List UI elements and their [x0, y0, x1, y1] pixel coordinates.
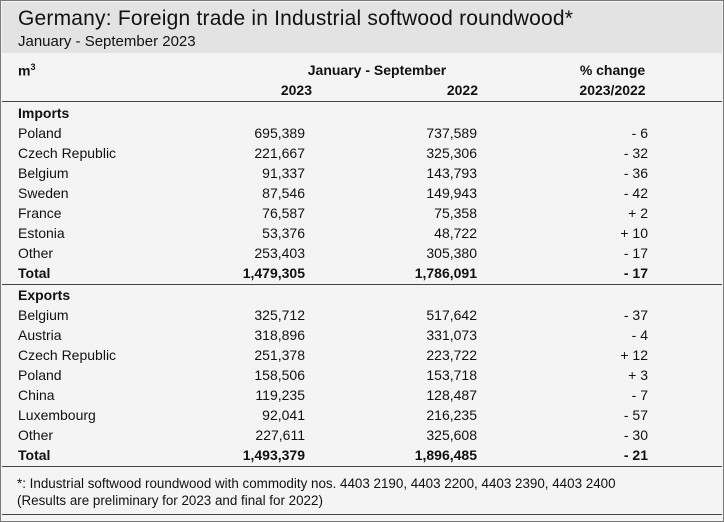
- cell-country: Belgium: [18, 165, 69, 181]
- cell-country: Poland: [18, 125, 62, 141]
- cell-change: - 36: [623, 165, 648, 181]
- table-body: Imports Poland 695,389 737,589 - 6 Czech Rep…: [2, 103, 722, 467]
- footnote-text: *: Industrial softwood roundwood with co…: [17, 476, 616, 491]
- cell-v2022: 143,793: [426, 165, 477, 181]
- cell-v2023: 92,041: [262, 407, 305, 423]
- cell-country: Austria: [18, 327, 62, 343]
- cell-change: - 17: [623, 245, 648, 261]
- column-headers: m3 January - September 2023 2022 % chang…: [2, 53, 722, 102]
- cell-change: - 32: [623, 145, 648, 161]
- cell-change: - 7: [631, 387, 648, 403]
- period-header: January - September: [307, 62, 447, 78]
- cell-country: Other: [18, 427, 54, 443]
- table-row: Belgium 91,337 143,793 - 36: [2, 163, 722, 183]
- cell-v2023: 53,376: [262, 225, 305, 241]
- cell-country: Other: [18, 245, 54, 261]
- table-row: Luxembourg 92,041 216,235 - 57: [2, 405, 722, 425]
- table-row: Estonia 53,376 48,722 + 10: [2, 223, 722, 243]
- cell-v2023: 76,587: [262, 205, 305, 221]
- exports-section-label: Exports: [18, 287, 71, 303]
- footnote-remark: (Results are preliminary for 2023 and fi…: [17, 493, 323, 508]
- bottom-divider: [2, 514, 722, 515]
- cell-v2023: 91,337: [262, 165, 305, 181]
- cell-v2023: 227,611: [255, 427, 305, 443]
- table-row: China 119,235 128,487 - 7: [2, 385, 722, 405]
- cell-v2023: 119,235: [255, 387, 305, 403]
- cell-change: - 37: [623, 307, 648, 323]
- cell-v2023: 221,667: [254, 145, 305, 161]
- cell-change: - 30: [623, 427, 648, 443]
- cell-country: Czech Republic: [18, 145, 117, 161]
- table-header: Germany: Foreign trade in Industrial sof…: [2, 2, 722, 53]
- cell-v2022: 216,235: [426, 407, 477, 423]
- cell-v2022: 75,358: [434, 205, 477, 221]
- cell-v2022: 153,718: [426, 367, 477, 383]
- cell-v2023: 251,378: [254, 347, 305, 363]
- cell-change: - 42: [623, 185, 648, 201]
- cell-v2022: 149,943: [426, 185, 477, 201]
- cell-v2022: 305,380: [426, 245, 477, 261]
- cell-v2023: 695,389: [254, 125, 305, 141]
- cell-v2022: 48,722: [434, 225, 477, 241]
- table-row: Poland 158,506 153,718 + 3: [2, 365, 722, 385]
- unit-label: m3: [18, 62, 36, 79]
- cell-change: - 57: [623, 407, 648, 423]
- cell-change: - 6: [631, 125, 648, 141]
- table-row: Other 227,611 325,608 - 30: [2, 425, 722, 445]
- cell-v2022: 331,073: [426, 327, 477, 343]
- table-row: Belgium 325,712 517,642 - 37: [2, 305, 722, 325]
- table-row: Czech Republic 251,378 223,722 + 12: [2, 345, 722, 365]
- cell-v2022: 223,722: [426, 347, 477, 363]
- change-period-header: 2023/2022: [579, 82, 646, 98]
- imports-rows: Poland 695,389 737,589 - 6 Czech Republic 221…: [2, 123, 722, 263]
- table-row: France 76,587 75,358 + 2: [2, 203, 722, 223]
- cell-country: Luxembourg: [18, 407, 96, 423]
- imports-total-row: Total 1,479,305 1,786,091 - 17: [2, 263, 722, 285]
- cell-v2023: 253,403: [254, 245, 305, 261]
- imports-section-label: Imports: [18, 105, 70, 121]
- cell-v2022: 325,608: [426, 427, 477, 443]
- cell-change: + 12: [620, 347, 648, 363]
- exports-total-row: Total 1,493,379 1,896,485 - 21: [2, 445, 722, 467]
- year-2023-header: 2023: [280, 82, 312, 98]
- cell-country: Estonia: [18, 225, 65, 241]
- table-subtitle: January - September 2023: [18, 33, 196, 50]
- cell-v2022: 128,487: [426, 387, 477, 403]
- cell-v2022: 325,306: [426, 145, 477, 161]
- cell-v2023: 318,896: [254, 327, 305, 343]
- cell-country: France: [18, 205, 62, 221]
- year-2022-header: 2022: [446, 82, 478, 98]
- cell-v2023: 158,506: [254, 367, 305, 383]
- cell-change: + 10: [620, 225, 648, 241]
- cell-country: Belgium: [18, 307, 69, 323]
- table-row: Poland 695,389 737,589 - 6: [2, 123, 722, 143]
- cell-v2022: 737,589: [426, 125, 477, 141]
- cell-change: + 3: [628, 367, 648, 383]
- exports-rows: Belgium 325,712 517,642 - 37 Austria 318,896 3…: [2, 305, 722, 445]
- table-row: Sweden 87,546 149,943 - 42: [2, 183, 722, 203]
- cell-country: Sweden: [18, 185, 69, 201]
- table-row: Other 253,403 305,380 - 17: [2, 243, 722, 263]
- cell-country: Czech Republic: [18, 347, 117, 363]
- cell-v2022: 517,642: [426, 307, 477, 323]
- cell-v2023: 87,546: [262, 185, 305, 201]
- table-title: Germany: Foreign trade in Industrial sof…: [18, 7, 574, 30]
- table-row: Austria 318,896 331,073 - 4: [2, 325, 722, 345]
- change-header: % change: [579, 62, 646, 78]
- cell-v2023: 325,712: [254, 307, 305, 323]
- cell-change: - 4: [631, 327, 648, 343]
- table-row: Czech Republic 221,667 325,306 - 32: [2, 143, 722, 163]
- table-footnote: *: Industrial softwood roundwood with co…: [17, 475, 707, 509]
- cell-change: + 2: [628, 205, 648, 221]
- cell-country: China: [18, 387, 55, 403]
- cell-country: Poland: [18, 367, 62, 383]
